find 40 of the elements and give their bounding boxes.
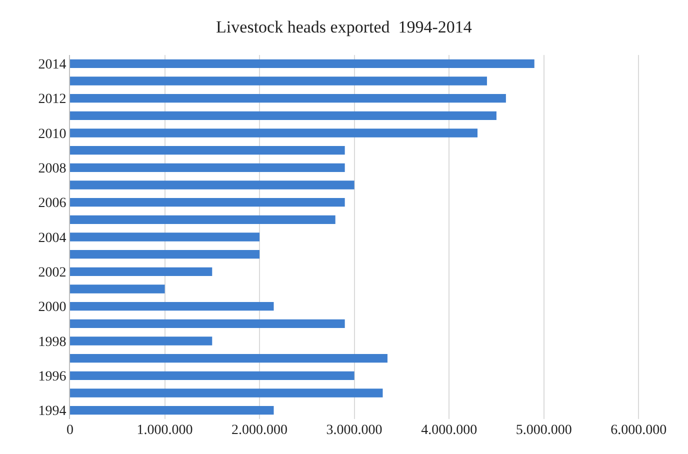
y-tick-label: 2012 xyxy=(38,92,66,108)
y-tick-label: 1998 xyxy=(38,334,66,350)
bar xyxy=(70,180,354,190)
bar xyxy=(70,128,478,138)
y-tick-label: 2000 xyxy=(38,300,66,316)
y-tick-label: 2002 xyxy=(38,266,66,281)
y-tick-label: 2014 xyxy=(38,58,66,73)
bar xyxy=(70,319,345,328)
bar xyxy=(70,371,354,380)
x-tick-label: 6.000.000 xyxy=(610,423,667,438)
x-tick-label: 5.000.000 xyxy=(516,423,572,438)
y-tick-label: 2004 xyxy=(38,230,66,246)
bar xyxy=(70,59,534,68)
chart-title: Livestock heads exported 1994-2014 xyxy=(216,17,472,36)
bar xyxy=(70,215,336,224)
bar xyxy=(70,250,260,259)
x-tick-label: 1.000.000 xyxy=(136,423,193,438)
y-tick-label: 1994 xyxy=(38,404,66,420)
bar xyxy=(70,94,506,103)
bar xyxy=(70,388,383,398)
x-tick-label: 3.000.000 xyxy=(326,423,382,438)
bar xyxy=(70,267,212,276)
y-tick-label: 2010 xyxy=(38,126,66,142)
bar xyxy=(70,76,487,86)
bar xyxy=(70,336,212,346)
bar xyxy=(70,146,345,155)
x-tick-label: 4.000.000 xyxy=(421,423,478,438)
bar xyxy=(70,302,274,311)
bar xyxy=(70,111,496,120)
x-tick-label: 0 xyxy=(66,423,74,438)
bar xyxy=(70,284,165,294)
y-tick-label: 1996 xyxy=(38,370,66,385)
bar xyxy=(70,406,274,415)
bar xyxy=(70,198,345,207)
bar xyxy=(70,163,345,172)
bar xyxy=(70,354,388,363)
y-tick-label: 2008 xyxy=(38,162,66,177)
x-tick-label: 2.000.000 xyxy=(232,423,288,438)
y-tick-label: 2006 xyxy=(38,196,66,212)
bar xyxy=(70,232,260,242)
